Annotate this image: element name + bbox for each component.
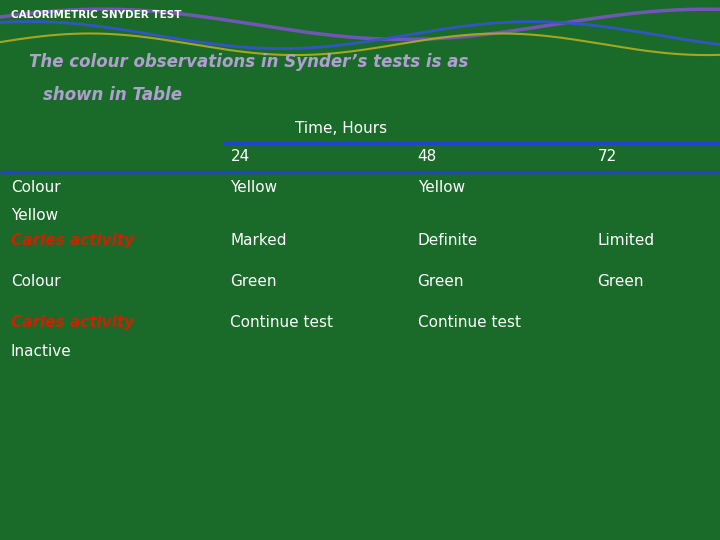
Text: Limited: Limited <box>598 233 654 248</box>
Text: Green: Green <box>418 274 464 289</box>
Text: Yellow: Yellow <box>11 208 58 224</box>
Text: Green: Green <box>598 274 644 289</box>
Text: 48: 48 <box>418 149 437 164</box>
Text: Colour: Colour <box>11 180 60 195</box>
Text: Green: Green <box>230 274 277 289</box>
Text: Caries activity: Caries activity <box>11 233 134 248</box>
Text: Colour: Colour <box>11 274 60 289</box>
Text: Continue test: Continue test <box>418 315 521 330</box>
Text: Time, Hours: Time, Hours <box>295 121 387 136</box>
Text: The colour observations in Synder’s tests is as: The colour observations in Synder’s test… <box>29 53 468 71</box>
Text: Caries activity: Caries activity <box>11 315 134 330</box>
Text: 72: 72 <box>598 149 617 164</box>
Text: Definite: Definite <box>418 233 478 248</box>
Text: CALORIMETRIC SNYDER TEST: CALORIMETRIC SNYDER TEST <box>11 10 181 20</box>
Text: Yellow: Yellow <box>418 180 464 195</box>
Text: 24: 24 <box>230 149 250 164</box>
Text: Yellow: Yellow <box>230 180 277 195</box>
Text: Continue test: Continue test <box>230 315 333 330</box>
Text: shown in Table: shown in Table <box>43 85 182 104</box>
Text: Inactive: Inactive <box>11 343 71 359</box>
Text: Marked: Marked <box>230 233 287 248</box>
